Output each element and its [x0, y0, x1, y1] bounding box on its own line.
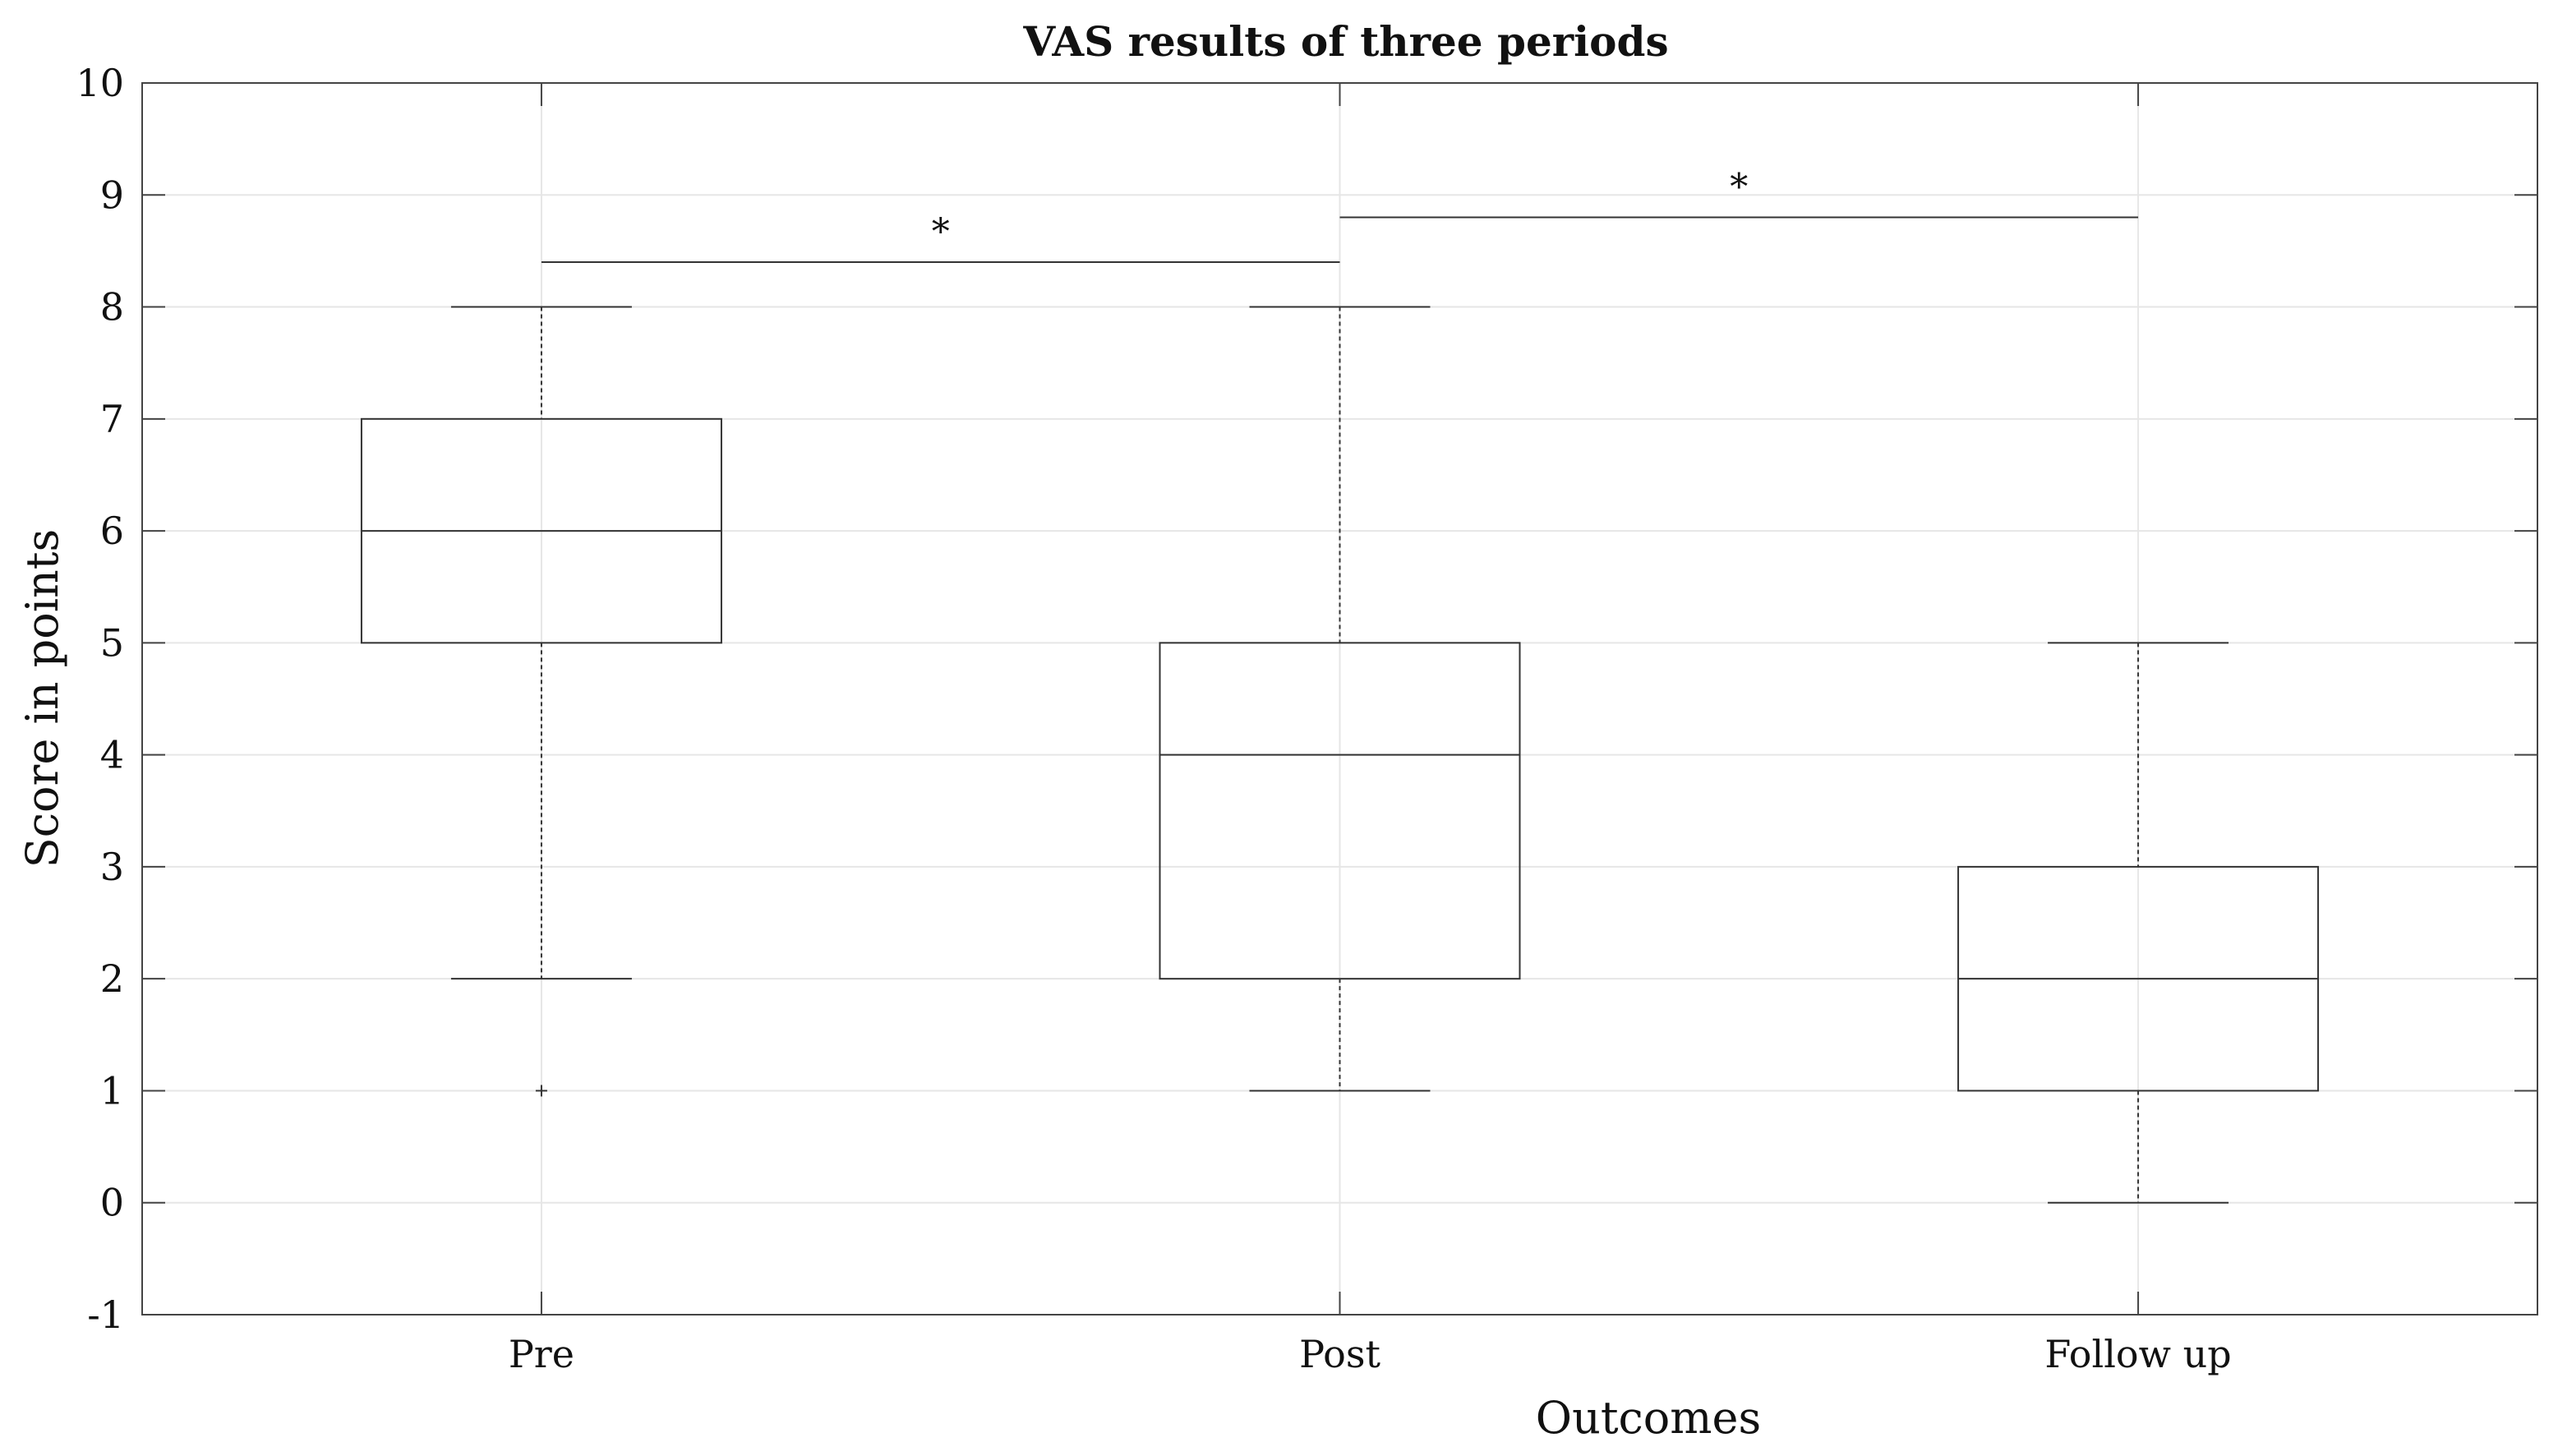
- x-tick-label: Post: [1299, 1332, 1380, 1376]
- y-tick-label: 9: [100, 173, 124, 217]
- x-axis-label: Outcomes: [1536, 1392, 1761, 1444]
- significance-star: *: [1730, 167, 1748, 209]
- x-tick-label: Pre: [509, 1332, 574, 1376]
- y-tick-label: 5: [100, 620, 124, 665]
- y-tick-label: -1: [87, 1292, 124, 1337]
- y-tick-label: 10: [76, 61, 124, 105]
- box-iqr: [1159, 642, 1521, 980]
- y-axis-label: Score in points: [16, 529, 68, 868]
- x-tick-label: Follow up: [2044, 1332, 2231, 1376]
- y-tick-label: 7: [100, 397, 124, 441]
- y-tick-label: 8: [100, 285, 124, 329]
- y-tick-label: 3: [100, 845, 124, 889]
- chart-title: VAS results of three periods: [1022, 17, 1668, 66]
- significance-star: *: [932, 211, 950, 253]
- y-tick-label: 4: [100, 733, 124, 777]
- y-tick-label: 0: [100, 1181, 124, 1225]
- y-tick-label: 2: [100, 956, 124, 1001]
- y-tick-label: 1: [100, 1068, 124, 1113]
- y-tick-label: 6: [100, 509, 124, 553]
- plot-area: -1 0 1 2 3 4 5 6 7 8 9 10 Pre Post Follow up * *: [76, 61, 2538, 1376]
